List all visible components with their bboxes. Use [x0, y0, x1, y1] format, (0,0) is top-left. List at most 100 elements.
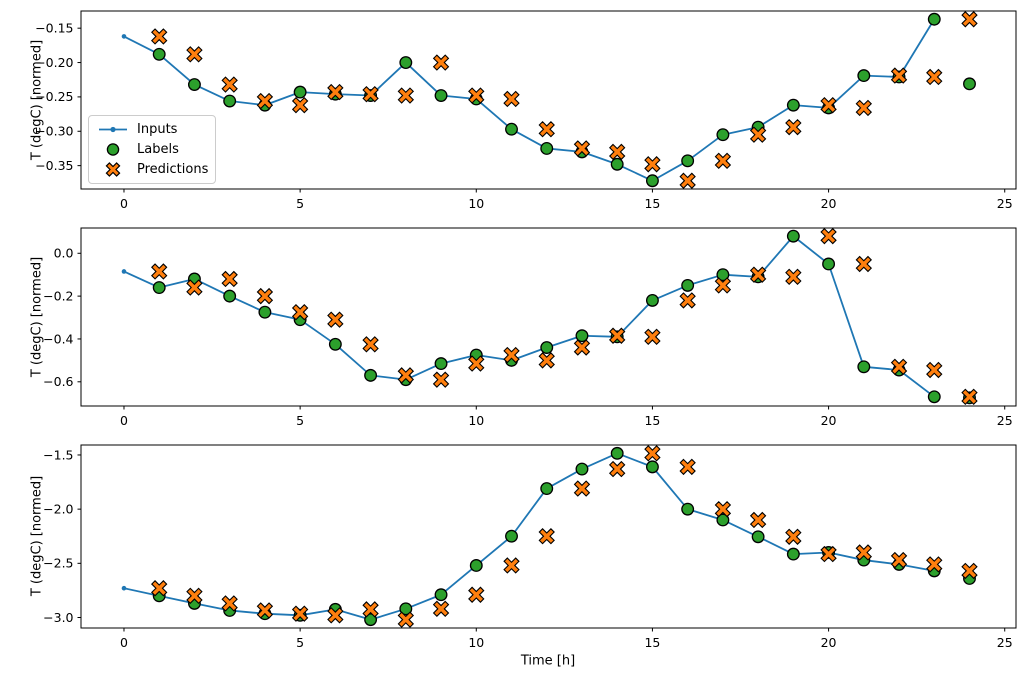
labels-point — [505, 529, 518, 543]
predictions-point — [538, 352, 555, 369]
legend-entry-inputs: Inputs — [97, 122, 206, 137]
legend-label-inputs: Inputs — [137, 122, 178, 137]
x-tick-label: 10 — [468, 196, 484, 211]
x-tick-label: 25 — [997, 635, 1013, 650]
labels-point — [822, 257, 836, 271]
predictions-point — [926, 556, 943, 573]
labels-point — [681, 154, 695, 168]
labels-point — [716, 268, 730, 282]
labels-point — [645, 293, 659, 307]
x-tick-label: 25 — [997, 196, 1013, 211]
labels-point — [575, 462, 589, 476]
predictions-point — [679, 172, 696, 189]
predictions-point — [926, 68, 943, 86]
labels-point — [223, 289, 237, 303]
predictions-point — [890, 67, 908, 84]
y-tick-label: −0.6 — [43, 374, 73, 389]
labels-point — [469, 559, 483, 572]
predictions-point — [362, 85, 379, 103]
predictions-point — [644, 156, 661, 173]
labels-point — [786, 98, 800, 112]
labels-point — [610, 446, 624, 460]
labels-point — [505, 122, 518, 136]
x-tick-label: 15 — [644, 196, 660, 211]
predictions-point — [468, 87, 485, 104]
predictions-point — [503, 346, 520, 364]
labels-point — [645, 460, 659, 474]
predictions-point — [397, 87, 415, 104]
predictions-point — [291, 303, 309, 321]
predictions-point — [714, 500, 732, 518]
axes-frame — [80, 227, 1017, 407]
labels-point — [293, 85, 307, 99]
predictions-point — [785, 118, 802, 136]
predictions-point — [608, 327, 626, 344]
predictions-point — [890, 358, 908, 376]
predictions-point — [573, 480, 591, 497]
legend: Inputs Labels Predictions — [88, 115, 216, 184]
predictions-point — [644, 445, 661, 462]
predictions-point — [256, 602, 274, 619]
labels-point — [434, 588, 448, 602]
labels-point — [328, 337, 342, 351]
predictions-point — [890, 551, 908, 569]
x-tick-label: 10 — [468, 635, 484, 650]
legend-entry-predictions: Predictions — [97, 162, 208, 177]
predictions-point — [749, 511, 767, 529]
predictions-point — [221, 76, 238, 93]
x-tick-label: 10 — [468, 413, 484, 428]
y-tick-label: −1.5 — [43, 447, 73, 462]
y-tick-label: 0.0 — [54, 246, 74, 261]
labels-point — [399, 602, 413, 616]
predictions-point — [608, 460, 626, 478]
x-axis-label: Time [h] — [520, 653, 576, 669]
subplot-2: 0.0 −0.2 −0.4 −0.6 0 5 10 15 20 25 — [43, 227, 1017, 428]
predictions-point — [573, 140, 591, 157]
labels-point — [258, 305, 272, 319]
predictions-point — [151, 580, 168, 597]
y-tick-label: −3.0 — [43, 610, 73, 625]
predictions-point — [961, 562, 978, 580]
labels-point — [963, 77, 976, 91]
predictions-point — [714, 277, 732, 294]
x-tick-label: 5 — [296, 635, 304, 650]
predictions-point — [749, 126, 767, 143]
x-tick-label: 15 — [644, 635, 660, 650]
x-tick-label: 20 — [821, 196, 837, 211]
predictions-point — [256, 287, 274, 305]
labels-point — [434, 89, 448, 102]
inputs-line — [123, 235, 935, 398]
x-tick-label: 20 — [821, 635, 837, 650]
y-axis-label-subplot-1: T (degC) [normed] — [29, 39, 45, 161]
x-tick-label: 5 — [296, 196, 304, 211]
labels-point — [364, 368, 378, 382]
predictions-point — [926, 361, 943, 379]
labels-point — [645, 174, 659, 188]
labels-point — [187, 78, 201, 91]
predictions-point — [256, 92, 274, 110]
labels-point — [540, 142, 554, 155]
legend-label-labels: Labels — [137, 142, 179, 157]
labels-point — [434, 357, 448, 371]
predictions-point — [644, 328, 661, 346]
labels-point — [152, 281, 166, 294]
labels-point — [681, 278, 695, 292]
inputs-point — [121, 585, 127, 591]
predictions-point — [820, 96, 837, 114]
y-tick-label: −0.15 — [35, 20, 73, 35]
x-tick-label: 25 — [997, 413, 1013, 428]
predictions-point — [432, 600, 450, 618]
predictions-point — [397, 611, 415, 628]
predictions-point — [151, 263, 168, 280]
axes-frame — [80, 10, 1017, 190]
predictions-point — [221, 270, 238, 288]
y-axis-label-subplot-3: T (degC) [normed] — [29, 475, 45, 597]
labels-point — [152, 47, 166, 61]
predictions-point — [151, 28, 168, 45]
predictions-point — [679, 292, 696, 309]
predictions-point — [855, 544, 873, 561]
y-tick-label: −0.2 — [43, 288, 73, 303]
labels-point — [223, 94, 237, 108]
predictions-point — [186, 279, 203, 296]
y-tick-label: −2.5 — [43, 556, 73, 571]
